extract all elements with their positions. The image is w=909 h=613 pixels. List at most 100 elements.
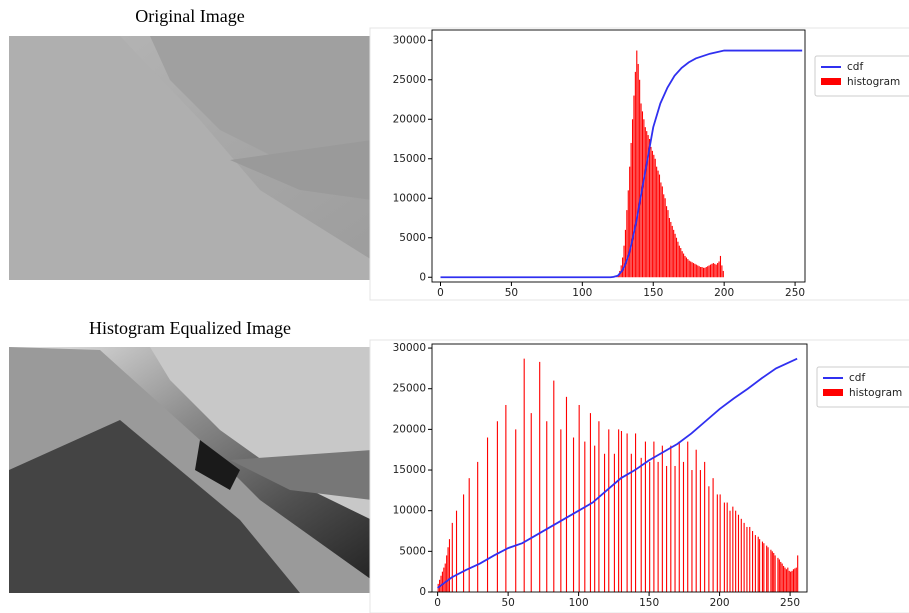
x-tick-label: 100 xyxy=(572,287,592,299)
histogram-bar xyxy=(740,518,742,592)
histogram-bar xyxy=(657,170,659,278)
histogram-bar xyxy=(746,526,748,592)
histogram-bar xyxy=(761,541,763,592)
histogram-bar xyxy=(766,545,768,592)
cdf-line xyxy=(437,357,798,589)
histogram-bar xyxy=(447,547,449,592)
histogram-bar xyxy=(691,262,693,278)
plot xyxy=(437,357,799,592)
histogram-bar xyxy=(629,166,631,278)
histogram-bar xyxy=(636,50,638,278)
histogram-bar xyxy=(691,470,693,592)
histogram-bar xyxy=(643,119,645,278)
histogram-bar xyxy=(719,255,722,278)
histogram-bar xyxy=(653,154,655,278)
x-tick-label: 0 xyxy=(434,597,441,609)
histogram-bar xyxy=(440,575,442,592)
histogram-bar xyxy=(530,413,532,592)
histogram-bar xyxy=(618,429,620,592)
histogram-bar xyxy=(446,555,448,592)
histogram-bar xyxy=(578,404,580,592)
histogram-bar xyxy=(441,571,443,592)
histogram-bar xyxy=(603,453,606,592)
histogram-bar xyxy=(623,245,625,278)
x-tick-label: 50 xyxy=(501,597,514,609)
histogram-bar xyxy=(688,260,690,278)
histogram-bar xyxy=(660,182,662,278)
histogram-bar xyxy=(644,127,646,278)
histogram-bar xyxy=(701,266,703,278)
histogram-bar xyxy=(754,535,756,592)
y-tick-label: 25000 xyxy=(393,74,426,86)
y-tick-label: 5000 xyxy=(399,232,426,244)
histogram-bar xyxy=(651,150,653,278)
histogram-bar xyxy=(783,565,785,592)
x-tick-label: 250 xyxy=(780,597,800,609)
histogram-bar xyxy=(759,539,761,592)
histogram-bar xyxy=(787,567,789,592)
histogram-bar xyxy=(635,433,637,592)
histogram-bar xyxy=(692,263,695,278)
x-tick-label: 100 xyxy=(569,597,589,609)
histogram-bar xyxy=(644,441,646,592)
histogram-bar xyxy=(608,429,610,592)
x-tick-label: 200 xyxy=(710,597,730,609)
histogram-bar xyxy=(709,264,712,278)
histogram-bar xyxy=(726,502,728,592)
histogram-bar xyxy=(794,568,796,592)
histogram-bar xyxy=(697,265,699,278)
histogram-bar xyxy=(763,543,765,592)
legend-label: histogram xyxy=(847,76,900,88)
histogram-bar xyxy=(661,445,663,592)
histogram-bar xyxy=(681,251,683,278)
histogram-bar xyxy=(647,135,649,278)
histogram-bar xyxy=(717,263,719,278)
histogram-bar xyxy=(656,166,658,278)
histogram-bar xyxy=(572,437,575,592)
histogram-bar xyxy=(678,245,680,278)
histogram-bar xyxy=(673,229,675,278)
legend-label: cdf xyxy=(847,61,863,73)
histogram-bar xyxy=(505,404,507,592)
histogram-bar xyxy=(620,431,623,592)
histogram-bar xyxy=(752,531,754,592)
histogram-bar xyxy=(463,494,465,592)
histogram-bar xyxy=(678,441,680,592)
x-tick-label: 200 xyxy=(714,287,734,299)
histogram-bar xyxy=(732,506,734,592)
histogram-bar xyxy=(749,526,751,592)
histogram-bar xyxy=(613,453,615,592)
histogram-bar xyxy=(722,270,724,278)
histogram-bar xyxy=(565,396,568,592)
histogram-bar xyxy=(718,261,720,278)
histogram-bar xyxy=(792,569,795,592)
histogram-bar xyxy=(626,433,628,592)
histogram-bar xyxy=(721,265,723,278)
histogram-bar xyxy=(677,241,679,278)
histogram-bar xyxy=(723,502,725,592)
histogram-bar xyxy=(560,429,562,592)
y-tick-label: 25000 xyxy=(393,383,426,395)
histogram-bar xyxy=(716,494,718,592)
y-tick-label: 15000 xyxy=(393,464,426,476)
y-tick-label: 10000 xyxy=(393,505,426,517)
histogram-bar xyxy=(670,445,672,592)
legend-label: histogram xyxy=(849,387,902,399)
histogram-bar xyxy=(633,95,635,278)
histogram-bar xyxy=(637,63,639,278)
histogram-bar xyxy=(626,210,628,278)
histogram-bar xyxy=(468,478,470,592)
y-tick-label: 5000 xyxy=(399,545,426,557)
histogram-bar xyxy=(790,571,792,592)
histogram-bar xyxy=(648,139,651,278)
histogram-bar xyxy=(523,358,525,592)
histogram-bar xyxy=(668,218,670,278)
histogram-bar xyxy=(674,465,676,592)
histogram-bar xyxy=(700,266,702,278)
histogram-bar xyxy=(675,237,678,278)
legend-label: cdf xyxy=(849,372,865,384)
histogram-bar xyxy=(797,555,799,592)
histogram-bar xyxy=(735,510,737,592)
histogram-bar xyxy=(657,461,659,592)
equalized-image xyxy=(9,347,372,593)
